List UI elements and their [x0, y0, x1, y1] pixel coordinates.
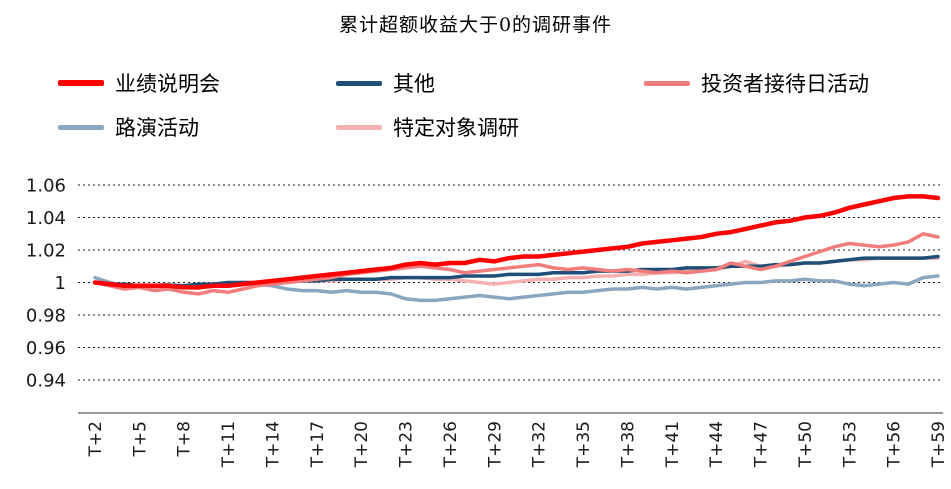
y-axis-label: 1 [55, 273, 66, 294]
x-axis-label: T+26 [441, 421, 461, 468]
x-axis-label: T+17 [308, 421, 328, 468]
x-axis-label: T+32 [530, 421, 550, 468]
y-axis-label: 0.94 [26, 371, 66, 392]
x-axis-label: T+35 [574, 421, 594, 468]
x-axis-label: T+59 [929, 421, 949, 468]
y-axis-label: 0.98 [26, 306, 66, 327]
series-line [93, 254, 940, 288]
x-axis-label: T+23 [397, 421, 417, 468]
x-axis-label: T+44 [707, 421, 727, 468]
series-line [93, 274, 940, 303]
y-axis-label: 1.02 [26, 241, 66, 262]
y-axis-label: 1.04 [26, 208, 66, 229]
x-axis-label: T+5 [130, 421, 150, 457]
x-axis-label: T+50 [796, 421, 816, 468]
x-axis-label: T+47 [752, 421, 772, 468]
x-axis-label: T+41 [663, 421, 683, 468]
x-axis-label: T+53 [840, 421, 860, 468]
series-line [92, 194, 941, 290]
x-axis-label: T+56 [885, 421, 905, 468]
x-axis-label: T+14 [263, 421, 283, 468]
x-axis-label: T+2 [86, 421, 106, 457]
x-axis-label: T+20 [352, 421, 372, 468]
series-line [93, 232, 940, 296]
x-axis-label: T+8 [175, 421, 195, 457]
y-axis-label: 0.96 [26, 338, 66, 359]
x-axis-label: T+29 [485, 421, 505, 468]
x-axis-label: T+38 [618, 421, 638, 468]
y-axis-label: 1.06 [26, 176, 66, 197]
x-axis-label: T+11 [219, 421, 239, 468]
chart-title: 累计超额收益大于0的调研事件 [338, 14, 613, 36]
